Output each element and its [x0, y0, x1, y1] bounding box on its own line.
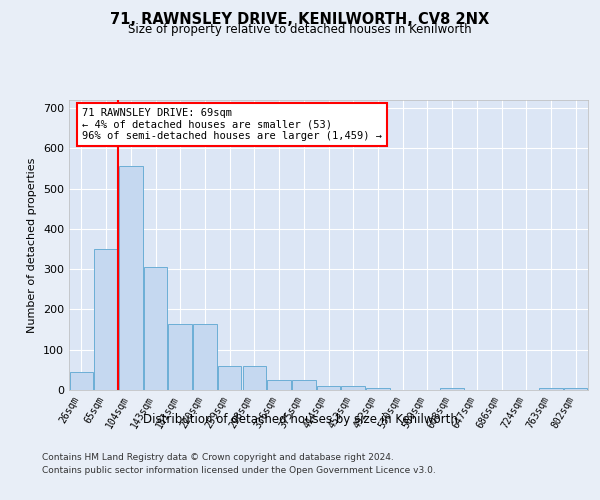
Bar: [317, 386, 340, 390]
Bar: [292, 380, 316, 390]
Bar: [268, 380, 291, 390]
Text: Distribution of detached houses by size in Kenilworth: Distribution of detached houses by size …: [143, 412, 457, 426]
Bar: [242, 366, 266, 390]
Bar: [70, 372, 93, 390]
Text: 71, RAWNSLEY DRIVE, KENILWORTH, CV8 2NX: 71, RAWNSLEY DRIVE, KENILWORTH, CV8 2NX: [110, 12, 490, 28]
Bar: [539, 388, 563, 390]
Bar: [341, 386, 365, 390]
Bar: [169, 324, 192, 390]
Bar: [119, 166, 143, 390]
Bar: [366, 388, 389, 390]
Text: Size of property relative to detached houses in Kenilworth: Size of property relative to detached ho…: [128, 24, 472, 36]
Bar: [440, 388, 464, 390]
Bar: [193, 324, 217, 390]
Text: 71 RAWNSLEY DRIVE: 69sqm
← 4% of detached houses are smaller (53)
96% of semi-de: 71 RAWNSLEY DRIVE: 69sqm ← 4% of detache…: [82, 108, 382, 142]
Text: Contains public sector information licensed under the Open Government Licence v3: Contains public sector information licen…: [42, 466, 436, 475]
Bar: [94, 249, 118, 390]
Bar: [218, 366, 241, 390]
Bar: [564, 388, 587, 390]
Bar: [144, 267, 167, 390]
Text: Contains HM Land Registry data © Crown copyright and database right 2024.: Contains HM Land Registry data © Crown c…: [42, 452, 394, 462]
Y-axis label: Number of detached properties: Number of detached properties: [28, 158, 37, 332]
